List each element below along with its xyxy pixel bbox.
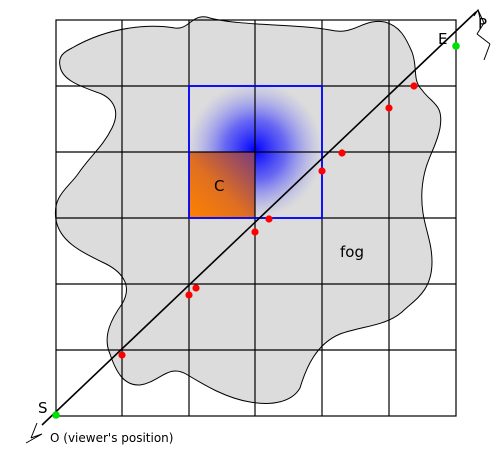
viewer-label: O (viewer's position) xyxy=(50,431,173,445)
intersection-point xyxy=(185,291,193,299)
point-label: P xyxy=(478,15,487,33)
intersection-point xyxy=(118,351,126,359)
viewing-ray xyxy=(41,11,477,426)
intersection-point xyxy=(192,284,200,292)
viewer-eye-icon xyxy=(25,422,43,444)
start-label: S xyxy=(38,399,48,417)
intersection-point xyxy=(251,228,259,236)
intersection-point xyxy=(385,104,393,112)
fog-label: fog xyxy=(340,243,364,261)
end-label: E xyxy=(438,30,447,48)
cell-label: C xyxy=(214,177,224,195)
point-p-icon xyxy=(476,9,491,61)
intersection-points xyxy=(118,82,418,359)
point-p-marker xyxy=(473,8,481,19)
cell-c xyxy=(189,152,255,218)
start-point xyxy=(52,411,60,419)
highlight-box xyxy=(188,85,323,219)
intersection-point xyxy=(410,82,418,90)
intersection-point xyxy=(338,149,346,157)
end-point xyxy=(452,42,460,50)
intersection-point xyxy=(318,167,326,175)
intersection-point xyxy=(265,215,273,223)
